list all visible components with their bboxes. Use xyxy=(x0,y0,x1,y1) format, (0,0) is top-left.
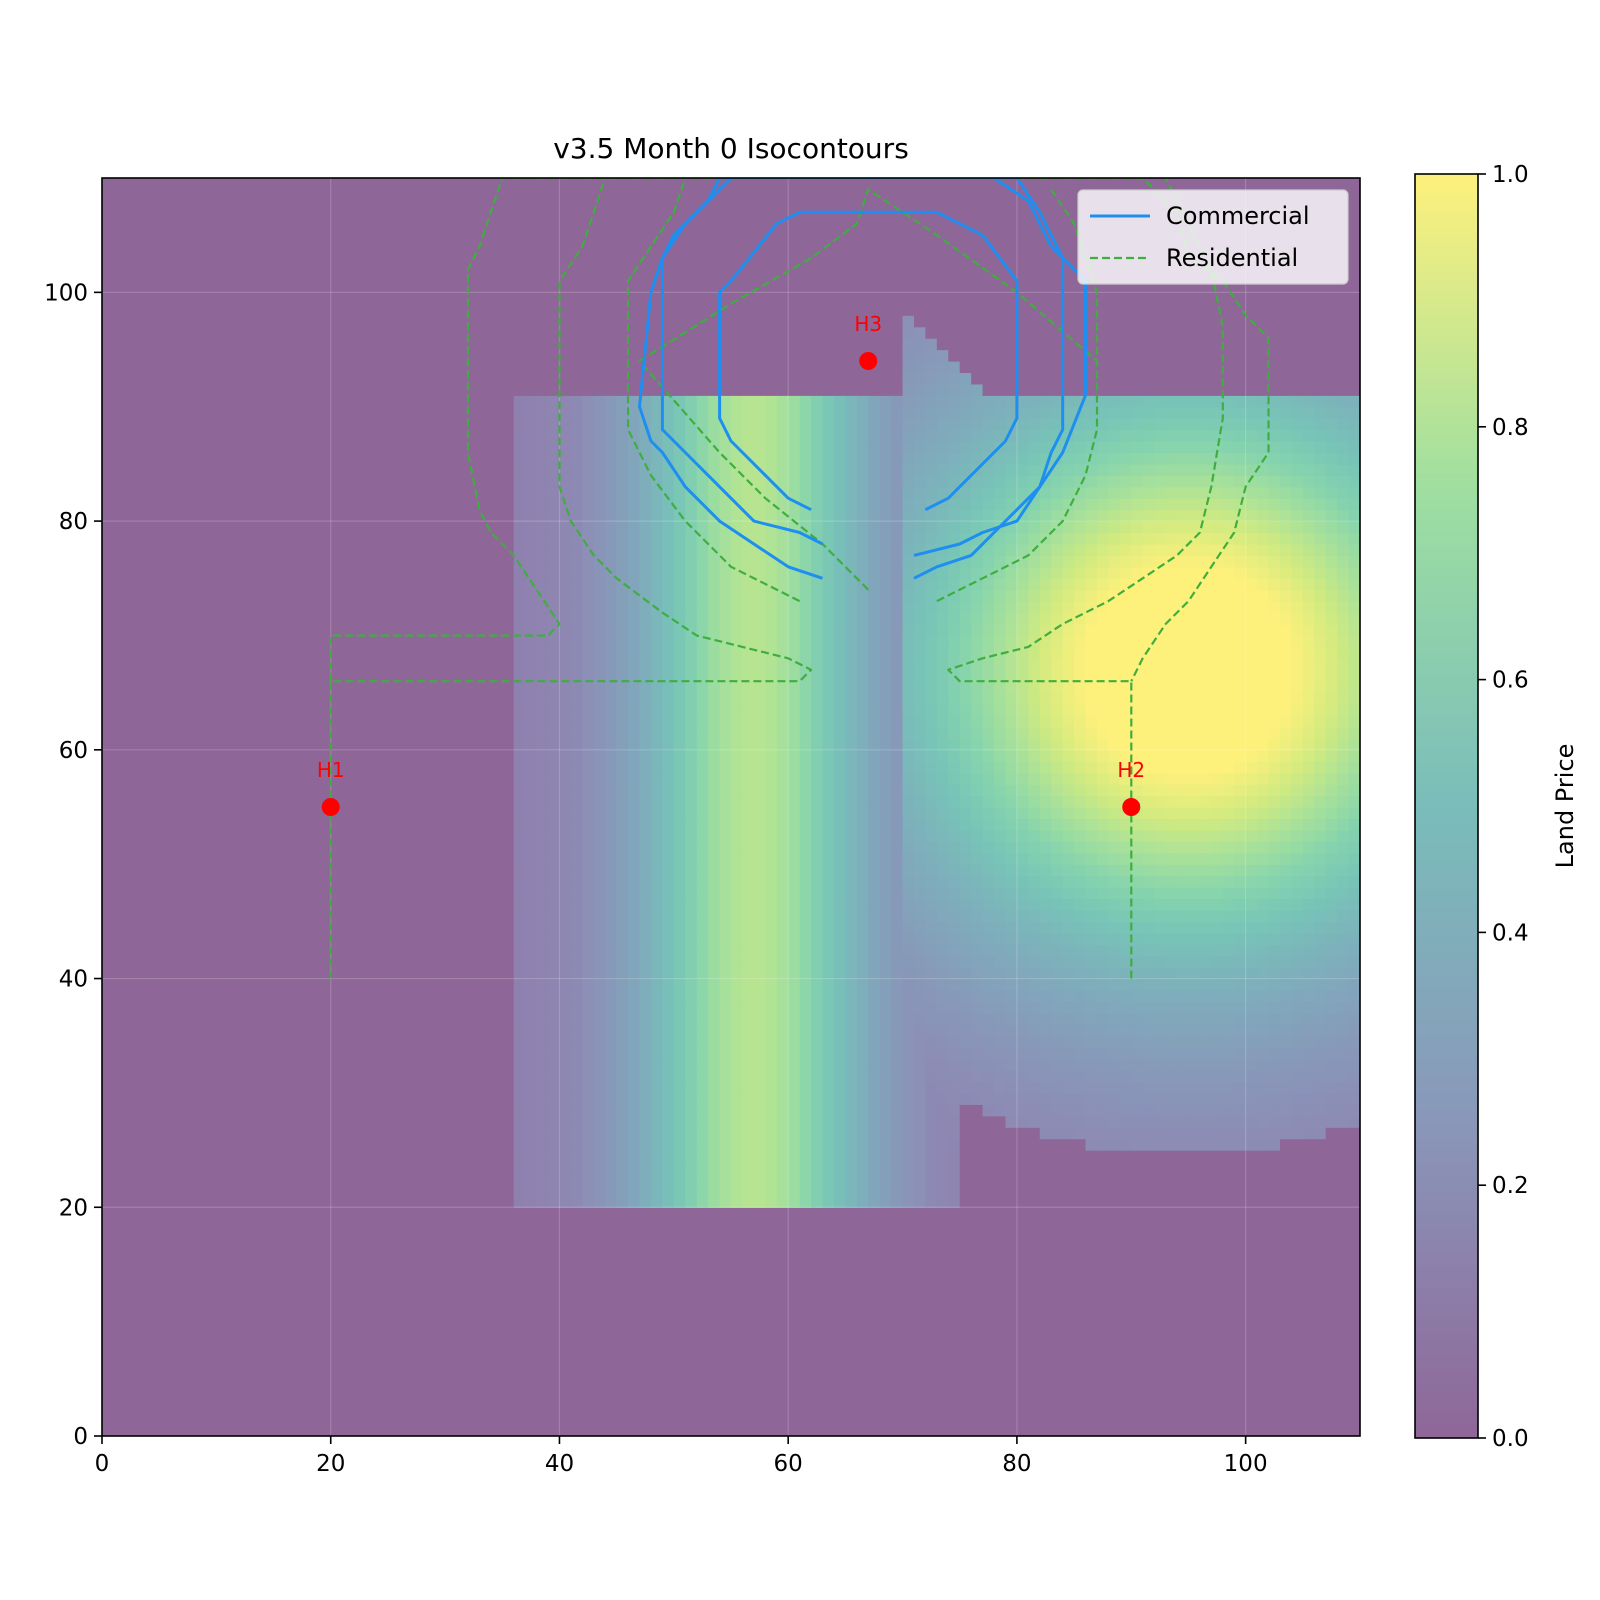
house-label-h3: H3 xyxy=(854,312,882,336)
residential-contour xyxy=(627,178,801,603)
commercial-contour xyxy=(718,210,1019,512)
residential-contour xyxy=(638,188,1098,591)
plot-area: H1 H2 H3 xyxy=(101,178,1360,1437)
house-marker-h2 xyxy=(1122,798,1141,816)
colorbar-tick-label: 0.4 xyxy=(1492,920,1529,946)
y-tick-label: 0 xyxy=(73,1424,88,1450)
commercial-contour xyxy=(660,178,1065,557)
commercial-contour xyxy=(638,178,1087,580)
residential-contour xyxy=(329,178,813,979)
legend-box xyxy=(1077,189,1349,285)
colorbar-tick-label: 0.6 xyxy=(1492,668,1529,694)
y-tick-label: 20 xyxy=(59,1195,88,1221)
contours xyxy=(329,178,1270,979)
house-label-h1: H1 xyxy=(317,758,345,782)
legend: Commercial Residential xyxy=(1077,189,1349,285)
colorbar: 0.0 0.2 0.4 0.6 0.8 1.0 Land Price xyxy=(1414,162,1579,1452)
colorbar-tick-label: 0.8 xyxy=(1492,415,1529,441)
house-marker-h1 xyxy=(321,798,340,816)
x-tick-label: 0 xyxy=(95,1451,110,1477)
y-tick-label: 60 xyxy=(59,738,88,764)
heatmap xyxy=(102,178,1360,1436)
x-tick-label: 100 xyxy=(1224,1451,1268,1477)
y-tick-label: 80 xyxy=(59,509,88,535)
y-tick-label: 40 xyxy=(59,967,88,993)
legend-label-commercial: Commercial xyxy=(1166,202,1310,230)
x-tick-label: 40 xyxy=(545,1451,574,1477)
x-tick-label: 60 xyxy=(774,1451,803,1477)
houses: H1 H2 H3 xyxy=(317,312,1145,816)
colorbar-tick-label: 0.0 xyxy=(1492,1426,1529,1452)
residential-contour xyxy=(329,178,1270,682)
colorbar-tick-label: 1.0 xyxy=(1492,162,1529,188)
colorbar-gradient xyxy=(1414,173,1479,1439)
y-tick-label: 100 xyxy=(44,280,88,306)
residential-contour xyxy=(947,178,1224,979)
colorbar-tick-label: 0.2 xyxy=(1492,1173,1529,1199)
chart-title: v3.5 Month 0 Isocontours xyxy=(553,132,909,165)
axes: 0 20 40 60 80 100 0 20 40 60 80 100 xyxy=(44,177,1361,1477)
plot-frame xyxy=(101,177,1361,1437)
x-tick-label: 80 xyxy=(1002,1451,1031,1477)
house-marker-h3 xyxy=(859,351,878,370)
colorbar-label: Land Price xyxy=(1551,744,1579,869)
x-tick-label: 20 xyxy=(316,1451,345,1477)
house-label-h2: H2 xyxy=(1117,758,1145,782)
legend-label-residential: Residential xyxy=(1166,244,1298,272)
